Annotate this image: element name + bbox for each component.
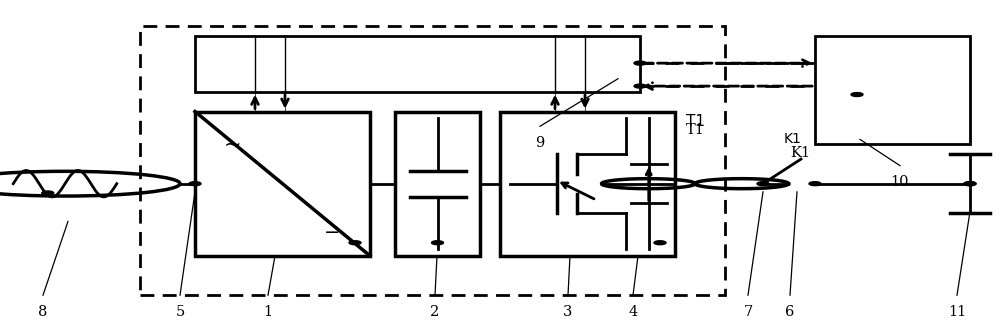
Circle shape: [634, 84, 646, 88]
Text: 9: 9: [535, 136, 545, 150]
Text: 4: 4: [628, 305, 638, 319]
Circle shape: [654, 241, 666, 245]
Bar: [195, 112, 370, 256]
Text: 8: 8: [38, 305, 48, 319]
Bar: [195, 36, 640, 92]
Text: 10: 10: [891, 175, 909, 190]
Circle shape: [851, 92, 863, 96]
Circle shape: [349, 241, 361, 245]
Circle shape: [432, 241, 444, 245]
Bar: [815, 36, 970, 144]
Text: −: −: [324, 223, 340, 242]
Text: 3: 3: [563, 305, 573, 319]
Text: K1: K1: [784, 132, 802, 146]
Text: T1: T1: [686, 123, 704, 137]
Text: 7: 7: [743, 305, 753, 319]
Circle shape: [189, 182, 201, 186]
Circle shape: [964, 182, 976, 186]
Text: ~: ~: [224, 134, 242, 154]
Circle shape: [42, 191, 54, 195]
Text: 5: 5: [175, 305, 185, 319]
Circle shape: [757, 182, 769, 186]
Text: 6: 6: [785, 305, 795, 319]
Text: 11: 11: [948, 305, 966, 319]
Text: T1: T1: [686, 114, 704, 129]
Bar: [140, 26, 725, 295]
Circle shape: [809, 182, 821, 186]
Text: 2: 2: [430, 305, 440, 319]
Circle shape: [964, 182, 976, 186]
Text: K1: K1: [790, 146, 810, 160]
Text: 1: 1: [263, 305, 273, 319]
Bar: [500, 112, 675, 256]
Circle shape: [634, 61, 646, 65]
Bar: [395, 112, 480, 256]
